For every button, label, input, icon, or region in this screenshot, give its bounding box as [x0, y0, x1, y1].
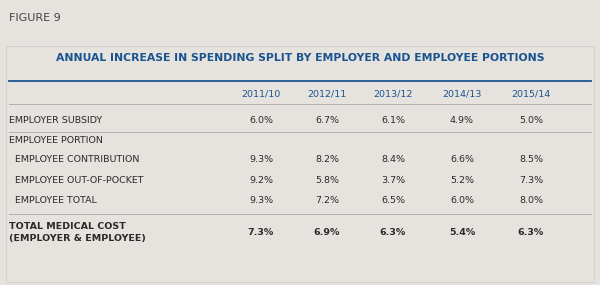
Text: 2014/13: 2014/13: [442, 90, 482, 99]
Text: 8.4%: 8.4%: [381, 155, 405, 164]
FancyBboxPatch shape: [6, 46, 594, 282]
Text: 6.0%: 6.0%: [249, 116, 273, 125]
Text: 2012/11: 2012/11: [307, 90, 347, 99]
Text: 6.0%: 6.0%: [450, 196, 474, 205]
Text: 8.5%: 8.5%: [519, 155, 543, 164]
Text: TOTAL MEDICAL COST
(EMPLOYER & EMPLOYEE): TOTAL MEDICAL COST (EMPLOYER & EMPLOYEE): [9, 222, 146, 243]
Text: 9.2%: 9.2%: [249, 176, 273, 185]
Text: EMPLOYEE CONTRIBUTION: EMPLOYEE CONTRIBUTION: [9, 155, 139, 164]
Text: 6.6%: 6.6%: [450, 155, 474, 164]
Text: 9.3%: 9.3%: [249, 196, 273, 205]
Text: 5.8%: 5.8%: [315, 176, 339, 185]
Text: 7.3%: 7.3%: [519, 176, 543, 185]
Text: 5.4%: 5.4%: [449, 228, 475, 237]
Text: EMPLOYER SUBSIDY: EMPLOYER SUBSIDY: [9, 116, 102, 125]
Text: 7.2%: 7.2%: [315, 196, 339, 205]
Text: 5.0%: 5.0%: [519, 116, 543, 125]
Text: 4.9%: 4.9%: [450, 116, 474, 125]
Text: 9.3%: 9.3%: [249, 155, 273, 164]
Text: 6.3%: 6.3%: [518, 228, 544, 237]
Text: 6.3%: 6.3%: [380, 228, 406, 237]
Text: 3.7%: 3.7%: [381, 176, 405, 185]
Text: 6.1%: 6.1%: [381, 116, 405, 125]
Text: EMPLOYEE OUT-OF-POCKET: EMPLOYEE OUT-OF-POCKET: [9, 176, 143, 185]
Text: EMPLOYEE PORTION: EMPLOYEE PORTION: [9, 136, 103, 145]
Text: 2011/10: 2011/10: [241, 90, 281, 99]
Text: 8.2%: 8.2%: [315, 155, 339, 164]
Text: 8.0%: 8.0%: [519, 196, 543, 205]
Text: 7.3%: 7.3%: [248, 228, 274, 237]
Text: FIGURE 9: FIGURE 9: [9, 13, 61, 23]
Text: 5.2%: 5.2%: [450, 176, 474, 185]
Text: 6.7%: 6.7%: [315, 116, 339, 125]
Text: 6.9%: 6.9%: [314, 228, 340, 237]
Text: 2015/14: 2015/14: [511, 90, 551, 99]
Text: ANNUAL INCREASE IN SPENDING SPLIT BY EMPLOYER AND EMPLOYEE PORTIONS: ANNUAL INCREASE IN SPENDING SPLIT BY EMP…: [56, 53, 544, 63]
Text: 2013/12: 2013/12: [373, 90, 413, 99]
Text: 6.5%: 6.5%: [381, 196, 405, 205]
Text: EMPLOYEE TOTAL: EMPLOYEE TOTAL: [9, 196, 97, 205]
